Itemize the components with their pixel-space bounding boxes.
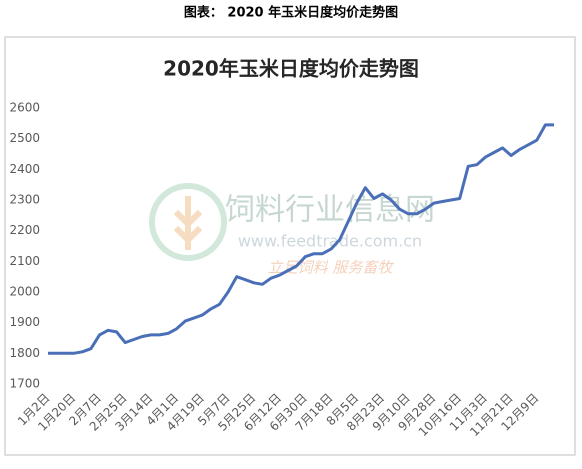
watermark-logo [149, 183, 227, 261]
y-tick-label: 1900 [9, 315, 40, 329]
watermark-slogan: 立足饲料 服务畜牧 [268, 259, 395, 277]
y-tick-label: 2600 [9, 101, 40, 115]
y-tick-label: 1700 [9, 377, 40, 391]
y-tick-label: 2500 [9, 131, 40, 145]
line-series [48, 123, 554, 355]
y-tick-label: 1800 [9, 346, 40, 360]
y-tick-label: 2300 [9, 193, 40, 207]
chart-title: 2020年玉米日度均价走势图 [163, 57, 419, 81]
y-tick-label: 2000 [9, 285, 40, 299]
watermark-url: www.feedtrade.com.cn [238, 232, 422, 251]
y-tick-label: 2200 [9, 223, 40, 237]
y-tick-label: 2100 [9, 254, 40, 268]
watermark-logo-mark [173, 196, 203, 250]
y-tick-label: 2400 [9, 162, 40, 176]
caption: 图表： 2020 年玉米日度均价走势图 [184, 5, 398, 21]
chart-frame [4, 36, 576, 456]
